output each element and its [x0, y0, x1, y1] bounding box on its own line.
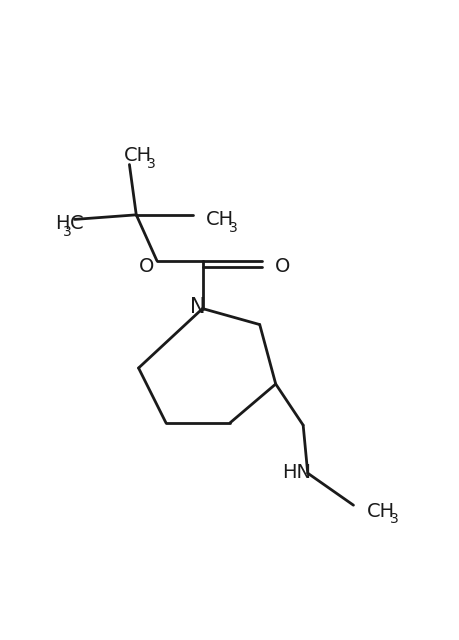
Text: O: O — [139, 257, 154, 276]
Text: 3: 3 — [146, 157, 155, 171]
Text: 3: 3 — [229, 221, 237, 235]
Text: HN: HN — [281, 463, 310, 482]
Text: H: H — [55, 214, 70, 234]
Text: CH: CH — [206, 210, 234, 229]
Text: CH: CH — [123, 146, 152, 165]
Text: 3: 3 — [62, 225, 71, 239]
Text: CH: CH — [366, 502, 394, 520]
Text: C: C — [70, 214, 84, 234]
Text: N: N — [190, 297, 205, 317]
Text: 3: 3 — [389, 513, 398, 526]
Text: O: O — [274, 257, 290, 276]
